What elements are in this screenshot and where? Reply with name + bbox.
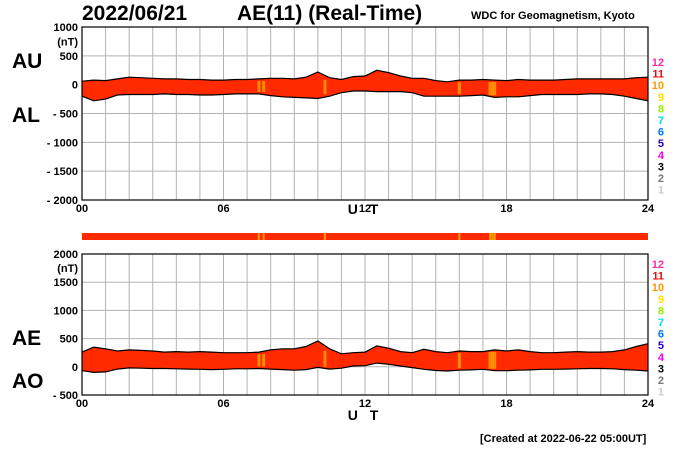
station-bar-highlight xyxy=(458,233,461,240)
station-bar-highlight xyxy=(491,233,494,240)
station-bar-highlight xyxy=(488,233,491,240)
station-highlight-streak xyxy=(457,82,461,95)
station-count-10: 10 xyxy=(652,282,664,294)
station-count-6: 6 xyxy=(658,329,664,341)
station-bar-highlight xyxy=(493,233,496,240)
x-tick-label: 06 xyxy=(217,398,229,410)
station-count-12: 12 xyxy=(652,259,664,271)
y-tick-label: 500 xyxy=(60,51,78,63)
data-envelope-fill xyxy=(82,70,648,101)
station-indicator-bar xyxy=(82,233,648,240)
plot-title: AE(11) (Real-Time) xyxy=(237,2,423,25)
series-line-ao xyxy=(81,362,649,374)
station-highlight-streak xyxy=(262,80,266,92)
station-bar-highlight xyxy=(323,233,326,240)
x-tick-label: 24 xyxy=(642,398,655,410)
station-highlight-streak xyxy=(257,354,261,367)
station-highlight-streak xyxy=(488,351,492,369)
y-tick-label: 0 xyxy=(72,362,78,374)
y-tick-label: 2000 xyxy=(54,249,78,261)
station-count-7: 7 xyxy=(658,115,664,127)
x-axis-label: U T xyxy=(348,201,383,217)
station-count-11: 11 xyxy=(652,69,664,81)
y-tick-label: - 500 xyxy=(53,390,78,402)
station-highlight-streak xyxy=(493,351,497,369)
x-tick-label: 00 xyxy=(76,203,88,215)
x-tick-label: 12 xyxy=(359,398,371,410)
series-line-al xyxy=(81,90,649,102)
series-line-ae xyxy=(81,340,649,355)
ao-series-label: AO xyxy=(12,370,44,393)
plot-date: 2022/06/21 xyxy=(82,2,188,25)
plot-frame xyxy=(81,26,649,201)
station-count-8: 8 xyxy=(658,305,664,317)
created-timestamp: [Created at 2022-06-22 05:00UT] xyxy=(480,433,647,445)
station-bar-highlight xyxy=(262,233,265,240)
station-count-1: 1 xyxy=(658,185,664,197)
station-highlight-streak xyxy=(257,80,261,92)
y-tick-label: - 1000 xyxy=(47,137,78,149)
chart-panel-au-al: 1000 500 0 - 500 - 1000 - 1500 - 2000 (nT) 00 06 1… xyxy=(47,22,665,217)
y-tick-label: 500 xyxy=(60,334,78,346)
station-highlight-streak xyxy=(323,79,327,95)
x-tick-label: 00 xyxy=(76,398,88,410)
station-highlight-streak xyxy=(488,82,492,96)
station-count-2: 2 xyxy=(658,173,664,185)
station-count-12: 12 xyxy=(652,57,664,69)
y-tick-label: - 500 xyxy=(53,109,78,121)
y-unit-label: (nT) xyxy=(57,36,78,48)
station-count-9: 9 xyxy=(658,294,664,306)
station-bar-highlight xyxy=(257,233,260,240)
station-count-5: 5 xyxy=(658,340,664,352)
station-count-4: 4 xyxy=(658,150,665,162)
x-tick-label: 18 xyxy=(500,203,512,215)
station-highlight-streak xyxy=(493,82,497,96)
station-count-3: 3 xyxy=(658,363,664,375)
station-count-8: 8 xyxy=(658,103,664,115)
station-count-7: 7 xyxy=(658,317,664,329)
station-highlight-streak xyxy=(490,351,494,369)
station-count-11: 11 xyxy=(652,271,664,283)
station-count-9: 9 xyxy=(658,92,664,104)
series-line-au xyxy=(81,69,649,83)
station-bar-base xyxy=(82,233,648,240)
station-count-10: 10 xyxy=(652,80,664,92)
organization-label: WDC for Geomagnetism, Kyoto xyxy=(471,10,635,22)
station-count-6: 6 xyxy=(658,127,664,139)
station-count-4: 4 xyxy=(658,352,665,364)
y-tick-label: 0 xyxy=(72,80,78,92)
x-axis-label: U T xyxy=(348,407,383,423)
station-count-1: 1 xyxy=(658,387,664,399)
y-tick-label: 1000 xyxy=(54,305,78,317)
au-series-label: AU xyxy=(12,50,43,73)
y-tick-label: - 2000 xyxy=(47,195,78,207)
ae-series-label: AE xyxy=(12,327,42,350)
plot-frame xyxy=(81,253,649,396)
y-tick-label: - 1500 xyxy=(47,166,78,178)
data-envelope-fill xyxy=(82,340,648,373)
x-tick-label: 18 xyxy=(500,398,512,410)
y-tick-label: 1000 xyxy=(54,22,78,34)
station-count-3: 3 xyxy=(658,161,664,173)
x-tick-label: 12 xyxy=(359,203,371,215)
station-highlight-streak xyxy=(490,82,494,96)
y-unit-label: (nT) xyxy=(57,263,78,275)
station-count-2: 2 xyxy=(658,375,664,387)
y-tick-label: 1500 xyxy=(54,277,78,289)
station-highlight-streak xyxy=(323,350,327,368)
station-count-5: 5 xyxy=(658,138,664,150)
al-series-label: AL xyxy=(12,104,40,127)
x-tick-label: 24 xyxy=(642,203,655,215)
x-tick-label: 06 xyxy=(217,203,229,215)
station-highlight-streak xyxy=(457,353,461,369)
station-highlight-streak xyxy=(262,354,266,367)
